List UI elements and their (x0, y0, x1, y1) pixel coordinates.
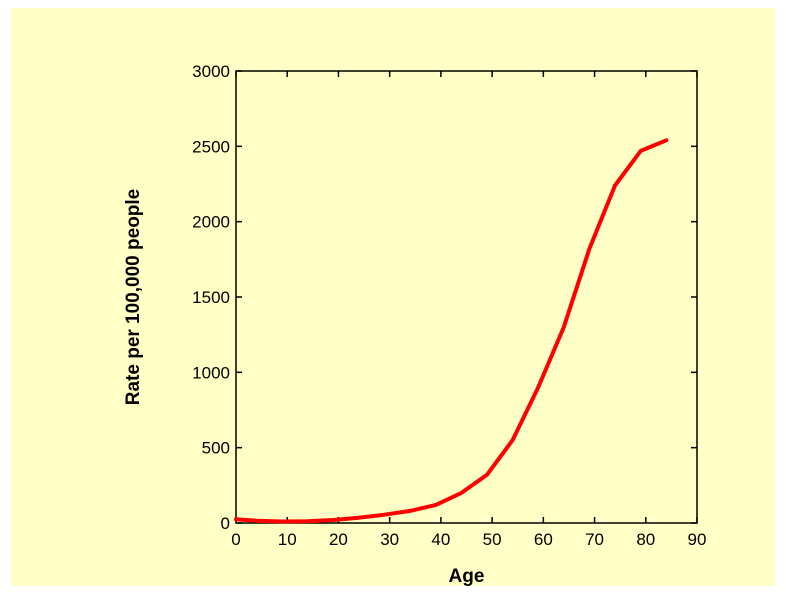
x-tick-label-50: 50 (483, 530, 502, 549)
y-tick-label-0: 0 (221, 514, 230, 533)
tick-labels: 0 10 20 30 40 50 60 70 80 90 0 500 1000 1500 2000 2500 3… (192, 62, 706, 549)
x-tick-label-10: 10 (278, 530, 297, 549)
x-tick-label-80: 80 (636, 530, 655, 549)
x-tick-label-30: 30 (380, 530, 399, 549)
x-tick-label-70: 70 (585, 530, 604, 549)
y-tick-label-500: 500 (202, 439, 230, 458)
line-chart: 0 10 20 30 40 50 60 70 80 90 0 500 1000 1500 2000 2500 3… (11, 8, 775, 586)
x-tick-label-40: 40 (431, 530, 450, 549)
x-tick-label-90: 90 (688, 530, 707, 549)
x-axis-title: Age (449, 566, 485, 586)
x-tick-label-60: 60 (534, 530, 553, 549)
x-tick-label-20: 20 (329, 530, 348, 549)
series-line-0 (234, 138, 669, 524)
y-axis-title: Rate per 100,000 people (123, 189, 144, 406)
x-tick-label-0: 0 (231, 530, 240, 549)
plot-frame (235, 70, 698, 524)
y-tick-label-1500: 1500 (192, 288, 230, 307)
y-tick-label-2000: 2000 (192, 213, 230, 232)
y-tick-label-1000: 1000 (192, 363, 230, 382)
axes (235, 70, 698, 524)
chart-panel: 0 10 20 30 40 50 60 70 80 90 0 500 1000 1500 2000 2500 3… (11, 8, 775, 586)
y-tick-label-3000: 3000 (192, 62, 230, 81)
series-layer (234, 138, 669, 524)
y-tick-label-2500: 2500 (192, 137, 230, 156)
